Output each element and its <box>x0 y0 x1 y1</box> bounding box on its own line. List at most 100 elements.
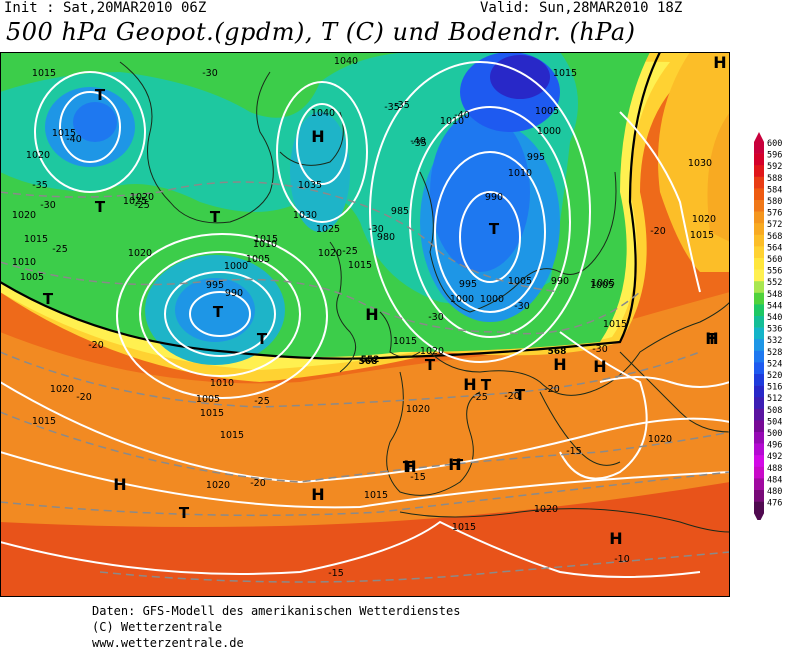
isobar-label: 1010 <box>440 116 464 127</box>
isobar-label: 1020 <box>26 150 50 161</box>
isobar-label: 1020 <box>128 248 152 259</box>
temp-isotherms <box>0 181 730 583</box>
temperature-label: -25 <box>254 396 270 407</box>
isobar-label: 1000 <box>224 261 248 272</box>
isobar-label: 1005 <box>20 272 44 283</box>
legend-swatch <box>754 501 764 514</box>
isobar-label: 1015 <box>690 230 714 241</box>
temperature-label: -20 <box>504 391 520 402</box>
temperature-label: -20 <box>88 340 104 351</box>
legend-swatch <box>754 397 764 410</box>
legend-swatch <box>754 153 764 166</box>
legend-swatch <box>754 223 764 236</box>
legend-swatch <box>754 443 764 456</box>
legend-label: 508 <box>767 406 782 416</box>
low-pressure-marker: T <box>481 376 492 394</box>
isobar-label: 1040 <box>311 108 335 119</box>
isobar-label: 1030 <box>293 210 317 221</box>
isobar-label: 1025 <box>316 224 340 235</box>
temperature-label: -40 <box>410 136 426 147</box>
legend-swatch <box>754 339 764 352</box>
temperature-label: -35 <box>384 102 400 113</box>
legend-label: 552 <box>767 278 782 288</box>
legend-swatch <box>754 466 764 479</box>
legend-label: 540 <box>767 313 782 323</box>
high-pressure-marker: H <box>609 529 622 548</box>
legend-label: 548 <box>767 290 782 300</box>
footer-data-source: Daten: GFS-Modell des amerikanischen Wet… <box>92 604 461 618</box>
isobar-label: 1015 <box>220 430 244 441</box>
temperature-label: -30 <box>40 200 56 211</box>
high-pressure-marker: H <box>553 355 566 374</box>
isobar-label: 1010 <box>210 378 234 389</box>
legend-label: 592 <box>767 162 782 172</box>
legend-label: 516 <box>767 383 782 393</box>
legend-label: 528 <box>767 348 782 358</box>
legend-swatch <box>754 374 764 386</box>
legend-label: 512 <box>767 394 782 404</box>
isobar-label: 1020 <box>206 480 230 491</box>
legend-label: 580 <box>767 197 782 207</box>
temperature-label: -20 <box>650 226 666 237</box>
isobars <box>0 61 730 578</box>
isobar-label: 995 <box>527 152 545 163</box>
high-pressure-marker: H <box>311 485 324 504</box>
high-pressure-marker: H <box>713 53 726 72</box>
temperature-label: -40 <box>66 134 82 145</box>
coastlines <box>119 61 730 533</box>
high-pressure-marker: H <box>593 357 606 376</box>
map-title: 500 hPa Geopot.(gpdm), T (C) und Bodendr… <box>6 18 636 46</box>
isobar-label: 995 <box>206 280 224 291</box>
legend-label: 500 <box>767 429 782 439</box>
isobar-label: 1020 <box>318 248 342 259</box>
isobar-label: 985 <box>391 206 409 217</box>
legend-swatch <box>754 304 764 317</box>
legend-label: 596 <box>767 151 782 161</box>
map-frame <box>0 52 730 597</box>
legend-swatch <box>754 211 764 224</box>
valid-time: Valid: Sun,28MAR2010 18Z <box>480 0 683 16</box>
legend-label: 476 <box>767 499 782 509</box>
isobar-label: 1040 <box>334 56 358 67</box>
legend-label: 520 <box>767 371 782 381</box>
temperature-label: -20 <box>544 384 560 395</box>
temperature-label: -25 <box>342 246 358 257</box>
low-pressure-marker: T <box>515 386 526 404</box>
low-pressure-marker: T <box>257 330 268 348</box>
isobar-label: 1010 <box>508 168 532 179</box>
isobar-label: 1015 <box>364 490 388 501</box>
legend-label: 568 <box>767 232 782 242</box>
isobar-label: 1015 <box>254 234 278 245</box>
isobar-label: 1020 <box>50 384 74 395</box>
isobar-label: 1015 <box>553 68 577 79</box>
isobar-label: 1005 <box>508 276 532 287</box>
isobar-label: 1015 <box>32 68 56 79</box>
legend-label: 600 <box>767 139 782 149</box>
high-pressure-marker: H <box>403 457 416 476</box>
legend-label: 584 <box>767 185 782 195</box>
isobar-label: 980 <box>377 232 395 243</box>
isobar-label: 1015 <box>32 416 56 427</box>
contour-552 <box>0 52 661 360</box>
isobar-label: 1015 <box>452 522 476 533</box>
temperature-label: -30 <box>514 301 530 312</box>
legend-label: 480 <box>767 487 782 497</box>
legend-swatch <box>754 408 764 421</box>
isobar-label: 1025 <box>123 196 147 207</box>
low-pressure-marker: T <box>425 356 436 374</box>
isobar-label: 1015 <box>393 336 417 347</box>
temperature-label: -35 <box>411 138 427 149</box>
legend-label: 536 <box>767 325 782 335</box>
legend-label: 544 <box>767 301 782 311</box>
low-pressure-marker: T <box>95 198 106 216</box>
geopotential-label: 552 <box>361 355 380 365</box>
isobar-label: 1020 <box>534 504 558 515</box>
legend-label: 588 <box>767 174 782 184</box>
temperature-label: -25 <box>52 244 68 255</box>
isobar-label: 990 <box>485 192 503 203</box>
isobar-label: 1015 <box>200 408 224 419</box>
footer-copyright: (C) Wetterzentrale <box>92 620 223 634</box>
isobar-label: 1000 <box>450 294 474 305</box>
legend-label: 496 <box>767 441 782 451</box>
